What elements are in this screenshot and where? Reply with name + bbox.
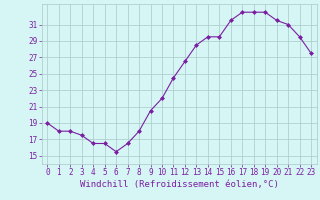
X-axis label: Windchill (Refroidissement éolien,°C): Windchill (Refroidissement éolien,°C): [80, 180, 279, 189]
